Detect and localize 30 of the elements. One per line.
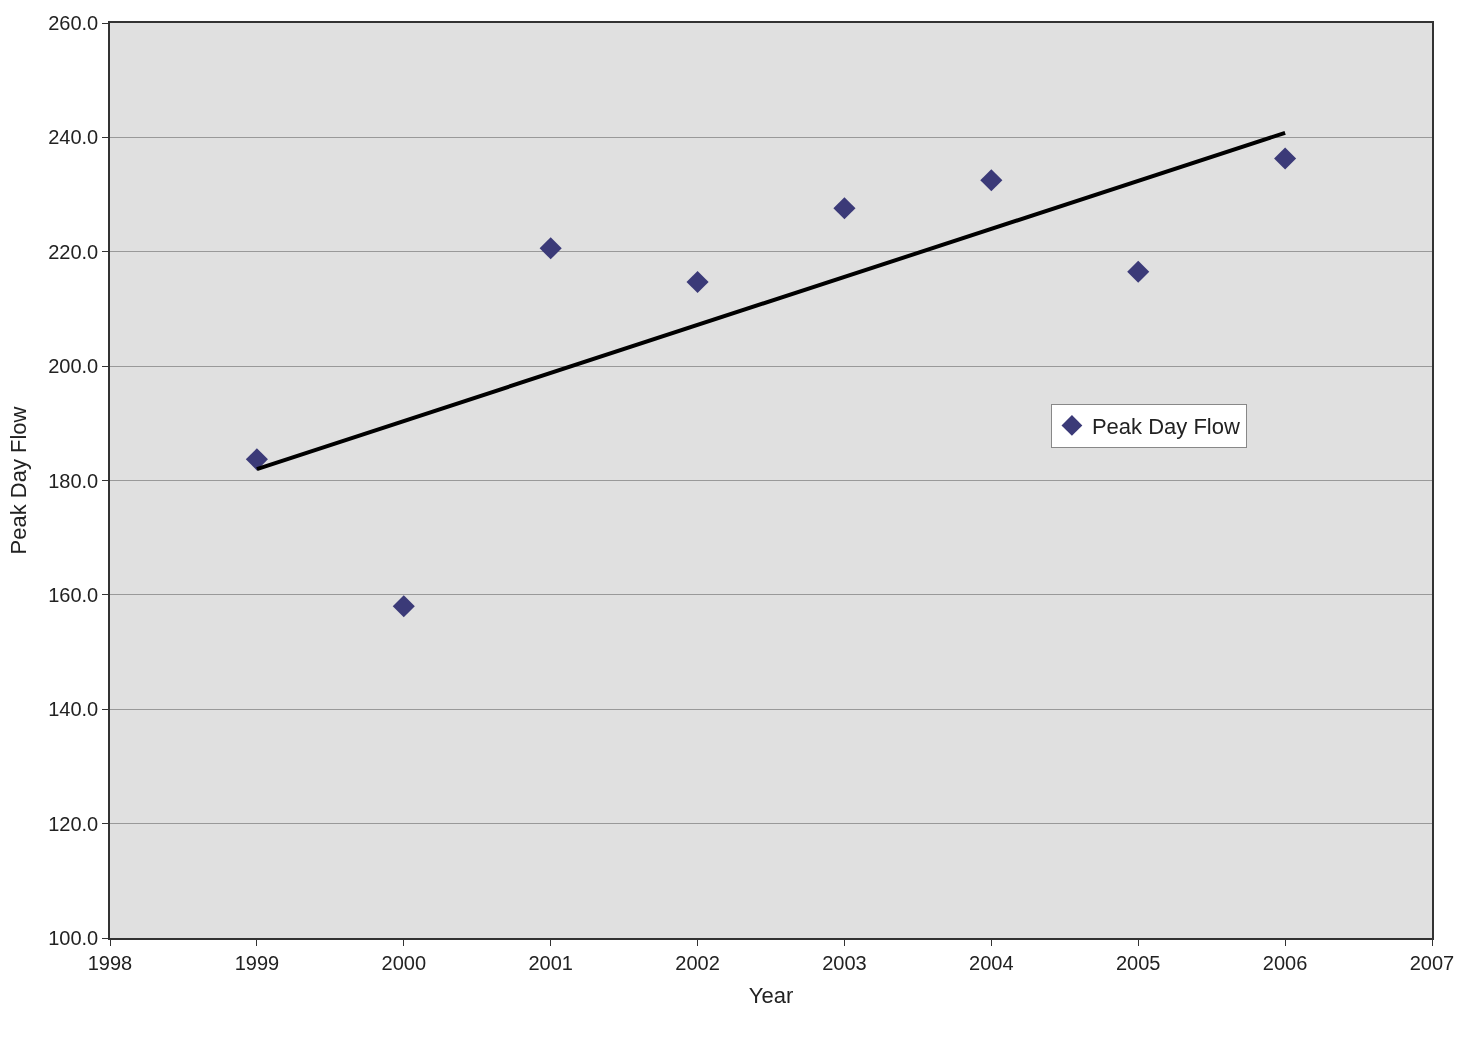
legend-label: Peak Day Flow — [1091, 413, 1240, 439]
y-tick-label: 120.0 — [48, 812, 99, 835]
y-tick-label: 220.0 — [48, 240, 99, 263]
x-tick-label: 2003 — [822, 951, 867, 974]
point — [245, 448, 268, 471]
x-axis-title: Year — [748, 983, 794, 1009]
y-tick-label: 160.0 — [48, 583, 99, 606]
x-tick-label: 1998 — [87, 951, 133, 974]
point — [686, 271, 709, 294]
x-tick-label: 1999 — [234, 951, 280, 974]
point — [980, 169, 1003, 192]
y-tick-label: 200.0 — [48, 355, 99, 378]
y-tick-label: 180.0 — [48, 469, 99, 492]
y-tick-label: 140.0 — [48, 698, 99, 721]
x-tick-label: 2004 — [969, 951, 1014, 974]
x-tick-label: 2005 — [1115, 951, 1161, 974]
point — [1127, 260, 1150, 283]
point — [833, 197, 856, 220]
point — [1274, 147, 1297, 170]
x-tick-label: 2002 — [675, 951, 720, 974]
y-tick-label: 240.0 — [48, 126, 99, 149]
y-tick-label: 260.0 — [48, 12, 99, 34]
point — [539, 237, 562, 260]
x-tick-label: 2007 — [1409, 951, 1455, 974]
x-tick-label: 2006 — [1262, 951, 1308, 974]
point — [392, 595, 415, 618]
y-tick-label: 100.0 — [48, 927, 99, 949]
x-tick-label: 2001 — [528, 951, 573, 974]
y-axis-title: Peak Day Flow — [6, 406, 32, 555]
x-tick-label: 2000 — [381, 951, 427, 974]
